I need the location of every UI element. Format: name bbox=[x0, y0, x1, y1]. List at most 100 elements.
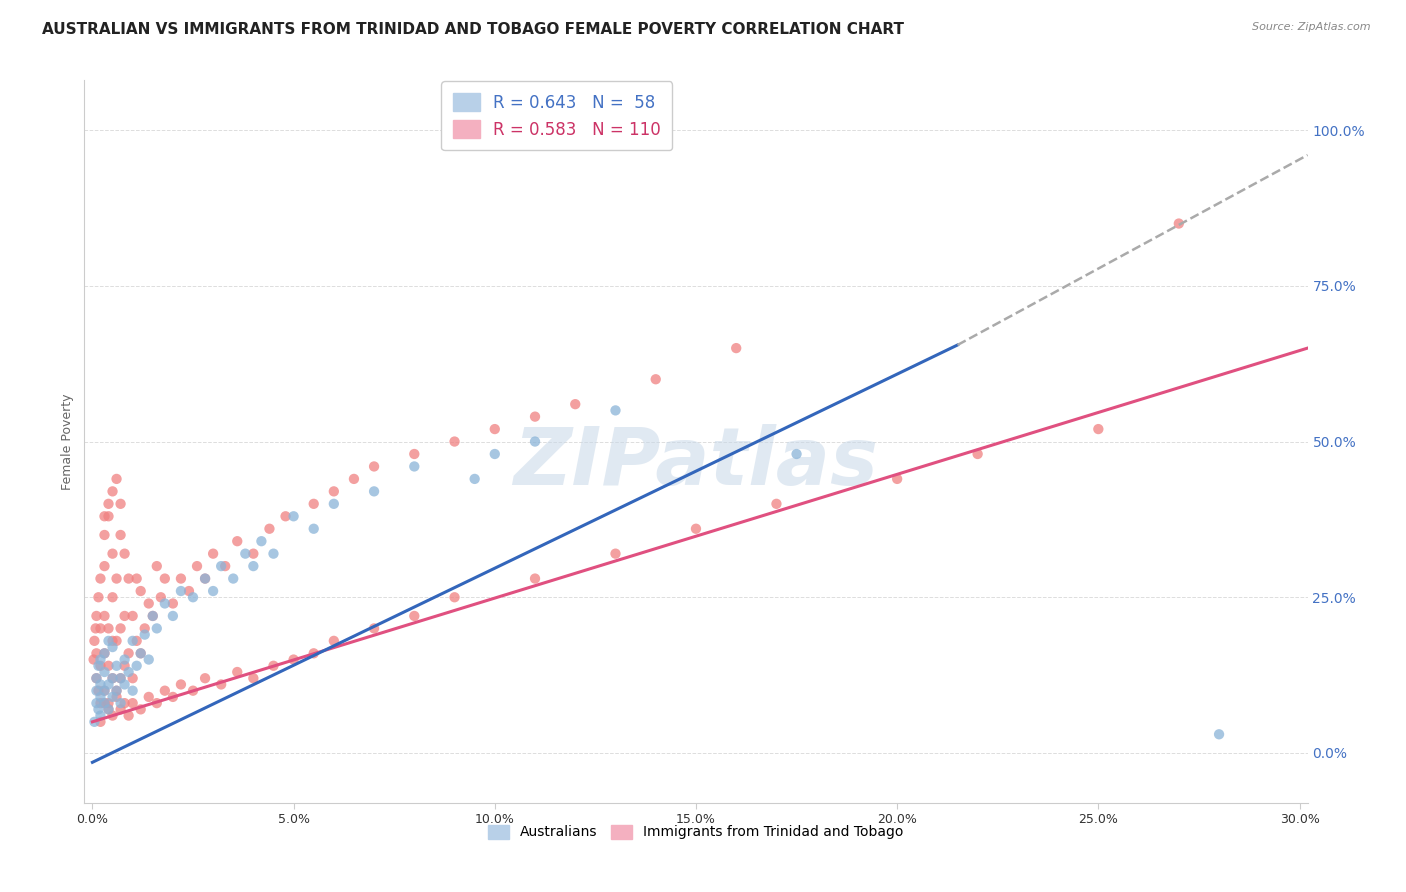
Point bbox=[177, 584, 200, 599]
Point bbox=[363, 484, 385, 499]
Point bbox=[242, 559, 264, 574]
Point bbox=[83, 652, 105, 666]
Point bbox=[86, 609, 108, 624]
Point bbox=[86, 646, 108, 660]
Point bbox=[93, 683, 115, 698]
Point bbox=[886, 472, 908, 486]
Point bbox=[89, 572, 111, 586]
Point bbox=[149, 591, 172, 605]
Point bbox=[101, 671, 124, 685]
Point bbox=[129, 646, 152, 660]
Point bbox=[322, 484, 344, 499]
Point bbox=[101, 484, 124, 499]
Point bbox=[101, 633, 124, 648]
Point bbox=[117, 572, 139, 586]
Point bbox=[89, 714, 111, 729]
Point bbox=[322, 633, 344, 648]
Point bbox=[302, 522, 325, 536]
Point bbox=[725, 341, 748, 355]
Point bbox=[89, 696, 111, 710]
Point bbox=[83, 633, 105, 648]
Point bbox=[105, 472, 128, 486]
Point bbox=[146, 559, 169, 574]
Point bbox=[110, 621, 132, 635]
Point bbox=[101, 591, 124, 605]
Point bbox=[105, 690, 128, 704]
Point bbox=[121, 609, 143, 624]
Point bbox=[404, 459, 426, 474]
Point bbox=[966, 447, 988, 461]
Point bbox=[97, 658, 120, 673]
Point bbox=[138, 652, 160, 666]
Point bbox=[263, 658, 285, 673]
Point bbox=[97, 509, 120, 524]
Point bbox=[146, 621, 169, 635]
Point bbox=[181, 683, 204, 698]
Point bbox=[242, 671, 264, 685]
Point bbox=[138, 597, 160, 611]
Point bbox=[484, 447, 506, 461]
Point bbox=[121, 683, 143, 698]
Point bbox=[194, 671, 217, 685]
Point bbox=[89, 621, 111, 635]
Point bbox=[222, 572, 245, 586]
Point bbox=[125, 572, 148, 586]
Point bbox=[263, 547, 285, 561]
Point bbox=[93, 696, 115, 710]
Point bbox=[117, 665, 139, 679]
Point bbox=[170, 584, 193, 599]
Point bbox=[110, 528, 132, 542]
Point bbox=[86, 671, 108, 685]
Point bbox=[97, 696, 120, 710]
Point bbox=[105, 633, 128, 648]
Point bbox=[146, 696, 169, 710]
Text: ZIPatlas: ZIPatlas bbox=[513, 425, 879, 502]
Point bbox=[170, 572, 193, 586]
Point bbox=[283, 652, 305, 666]
Point bbox=[97, 702, 120, 716]
Point bbox=[363, 459, 385, 474]
Point bbox=[274, 509, 297, 524]
Point bbox=[105, 658, 128, 673]
Point bbox=[87, 683, 110, 698]
Point bbox=[129, 702, 152, 716]
Point bbox=[121, 696, 143, 710]
Point bbox=[233, 547, 256, 561]
Point bbox=[110, 702, 132, 716]
Point bbox=[226, 534, 249, 549]
Point bbox=[209, 677, 232, 691]
Point bbox=[443, 434, 465, 449]
Point bbox=[89, 652, 111, 666]
Point bbox=[87, 591, 110, 605]
Point bbox=[242, 547, 264, 561]
Point bbox=[101, 690, 124, 704]
Point bbox=[129, 646, 152, 660]
Point bbox=[250, 534, 273, 549]
Point bbox=[86, 671, 108, 685]
Point bbox=[105, 683, 128, 698]
Point bbox=[685, 522, 707, 536]
Legend: Australians, Immigrants from Trinidad and Tobago: Australians, Immigrants from Trinidad an… bbox=[481, 818, 911, 847]
Point bbox=[110, 696, 132, 710]
Point bbox=[101, 671, 124, 685]
Point bbox=[162, 609, 184, 624]
Point bbox=[162, 690, 184, 704]
Point bbox=[186, 559, 208, 574]
Point bbox=[202, 547, 225, 561]
Point bbox=[564, 397, 586, 411]
Point bbox=[93, 646, 115, 660]
Point bbox=[101, 547, 124, 561]
Point bbox=[83, 714, 105, 729]
Point bbox=[644, 372, 666, 386]
Point bbox=[153, 572, 176, 586]
Point bbox=[153, 683, 176, 698]
Point bbox=[114, 677, 136, 691]
Point bbox=[114, 658, 136, 673]
Point bbox=[125, 633, 148, 648]
Text: Source: ZipAtlas.com: Source: ZipAtlas.com bbox=[1253, 22, 1371, 32]
Point bbox=[302, 646, 325, 660]
Point bbox=[1167, 217, 1189, 231]
Point bbox=[259, 522, 281, 536]
Point bbox=[84, 621, 107, 635]
Point bbox=[1208, 727, 1230, 741]
